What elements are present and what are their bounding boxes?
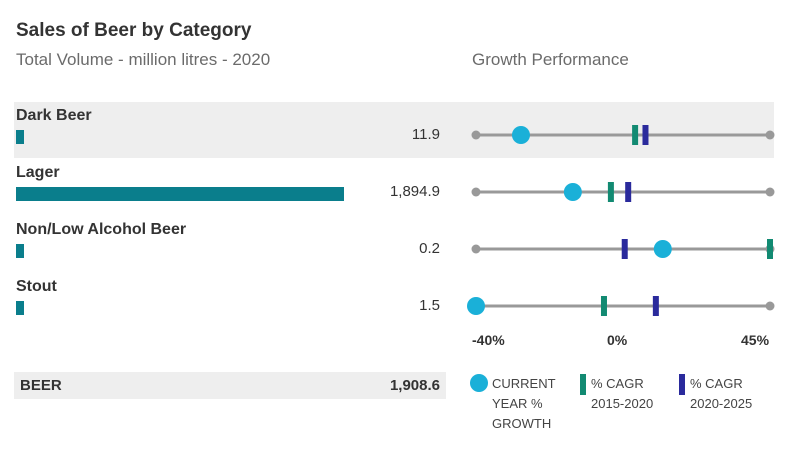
growth-performance-title: Growth Performance — [472, 50, 629, 69]
growth-track-end-stout — [765, 301, 775, 311]
axis-tick-min: -40% — [472, 332, 505, 348]
current-growth-marker-stout — [467, 297, 485, 315]
chart-subtitle: Total Volume - million litres - 2020 — [16, 50, 271, 69]
current-growth-marker-dark-beer — [511, 126, 530, 144]
volume-bar-stout — [16, 301, 24, 315]
cagr-2020-2025-marker-stout — [652, 296, 659, 316]
cagr-2020-2025-legend-label: % CAGR 2020-2025 — [690, 376, 753, 411]
cagr-2020-2025-legend-marker — [679, 374, 685, 395]
growth-track-start-dark-beer — [471, 130, 481, 140]
category-row-non-low-alcohol-beer: Non/Low Alcohol Beer 0.2 — [14, 216, 774, 272]
total-label: BEER — [20, 377, 62, 394]
volume-bar-non-low-alcohol-beer — [16, 244, 24, 258]
volume-value-non-low-alcohol-beer: 0.2 — [419, 240, 440, 257]
current-growth-marker-non-low-alcohol-beer — [653, 240, 672, 258]
cagr-2020-2025-marker-non-low-alcohol-beer — [621, 239, 628, 259]
current-growth-marker-lager — [563, 183, 582, 201]
cagr-2015-2020-marker-dark-beer — [632, 125, 639, 145]
cagr-2015-2020-marker-non-low-alcohol-beer — [767, 239, 773, 259]
cagr-2015-2020-legend-marker — [580, 374, 586, 395]
cagr-2015-2020-legend-label: % CAGR 2015-2020 — [591, 376, 654, 411]
current-growth-legend-marker — [470, 374, 488, 392]
axis-tick-zero: 0% — [607, 332, 628, 348]
category-label-dark-beer: Dark Beer — [16, 107, 92, 124]
volume-value-lager: 1,894.9 — [389, 183, 440, 200]
growth-track-start-lager — [471, 187, 481, 197]
current-growth-legend-label: CURRENT YEAR % GROWTH — [492, 376, 556, 431]
total-row: BEER 1,908.6 — [14, 372, 446, 399]
total-value: 1,908.6 — [389, 377, 440, 394]
cagr-2015-2020-marker-lager — [607, 182, 614, 202]
cagr-2020-2025-marker-lager — [625, 182, 632, 202]
volume-value-dark-beer: 11.9 — [411, 126, 440, 143]
volume-value-stout: 1.5 — [419, 297, 440, 314]
volume-bar-dark-beer — [16, 130, 24, 144]
volume-bar-lager — [16, 187, 344, 201]
axis-tick-max: 45% — [741, 332, 770, 348]
cagr-2015-2020-marker-stout — [600, 296, 607, 316]
category-label-lager: Lager — [16, 164, 60, 181]
category-label-stout: Stout — [16, 278, 57, 295]
category-row-lager: Lager 1,894.9 — [14, 159, 774, 215]
chart-title: Sales of Beer by Category — [16, 20, 252, 41]
category-row-stout: Stout 1.5 — [14, 273, 774, 329]
cagr-2020-2025-marker-dark-beer — [642, 125, 649, 145]
growth-track-end-dark-beer — [765, 130, 775, 140]
category-label-non-low-alcohol-beer: Non/Low Alcohol Beer — [16, 221, 187, 238]
growth-track-start-non-low-alcohol-beer — [471, 244, 481, 254]
growth-track-end-lager — [765, 187, 775, 197]
category-row-dark-beer: Dark Beer 11.9 — [14, 102, 774, 158]
